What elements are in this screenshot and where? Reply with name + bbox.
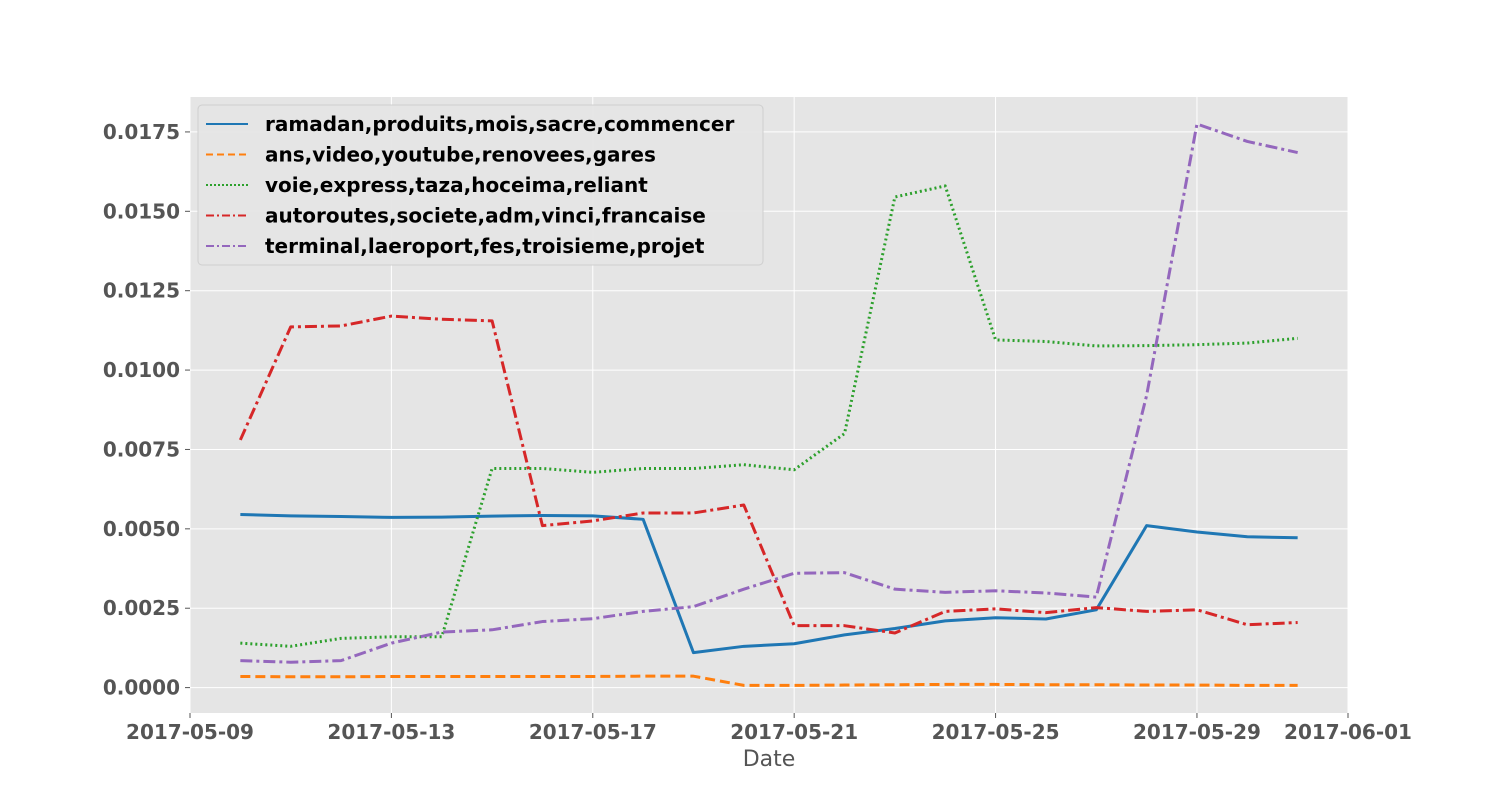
legend-label: autoroutes,societe,adm,vinci,francaise — [265, 204, 706, 228]
y-tick-label: 0.0025 — [103, 596, 180, 620]
y-tick-label: 0.0125 — [103, 279, 180, 303]
x-tick-label: 2017-05-09 — [126, 720, 254, 744]
x-tick-label: 2017-05-17 — [529, 720, 657, 744]
legend-label: voie,express,taza,hoceima,reliant — [265, 173, 648, 197]
y-tick-label: 0.0050 — [103, 517, 180, 541]
x-tick-label: 2017-06-01 — [1284, 720, 1412, 744]
legend-label: ramadan,produits,mois,sacre,commencer — [265, 112, 734, 136]
legend-box — [197, 104, 764, 266]
legend-label: ans,video,youtube,renovees,gares — [265, 143, 656, 167]
x-tick-label: 2017-05-13 — [327, 720, 455, 744]
y-tick-label: 0.0150 — [103, 199, 180, 223]
legend-label: terminal,laeroport,fes,troisieme,projet — [265, 234, 705, 258]
x-tick-label: 2017-05-29 — [1133, 720, 1261, 744]
y-axis-ticks: 0.0000 0.0025 0.0050 0.0075 0.0100 0.0125 0.01… — [103, 120, 190, 700]
y-tick-label: 0.0100 — [103, 358, 180, 382]
legend: ramadan,produits,mois,sacre,commencer ans… — [197, 104, 764, 266]
x-axis-ticks: 2017-05-09 2017-05-13 2017-05-17 2017-05-21… — [126, 713, 1412, 744]
x-tick-label: 2017-05-25 — [932, 720, 1060, 744]
series-lines — [238, 122, 1298, 687]
x-axis-label: Date — [743, 747, 796, 772]
series-line-2 — [240, 674, 1298, 687]
y-tick-label: 0.0000 — [103, 676, 180, 700]
y-tick-label: 0.0075 — [103, 437, 180, 461]
x-tick-label: 2017-05-21 — [730, 720, 858, 744]
series-line-5 — [240, 122, 1298, 664]
series-line-4 — [238, 314, 1298, 635]
y-tick-label: 0.0175 — [103, 120, 180, 144]
series-line-1 — [240, 513, 1298, 655]
